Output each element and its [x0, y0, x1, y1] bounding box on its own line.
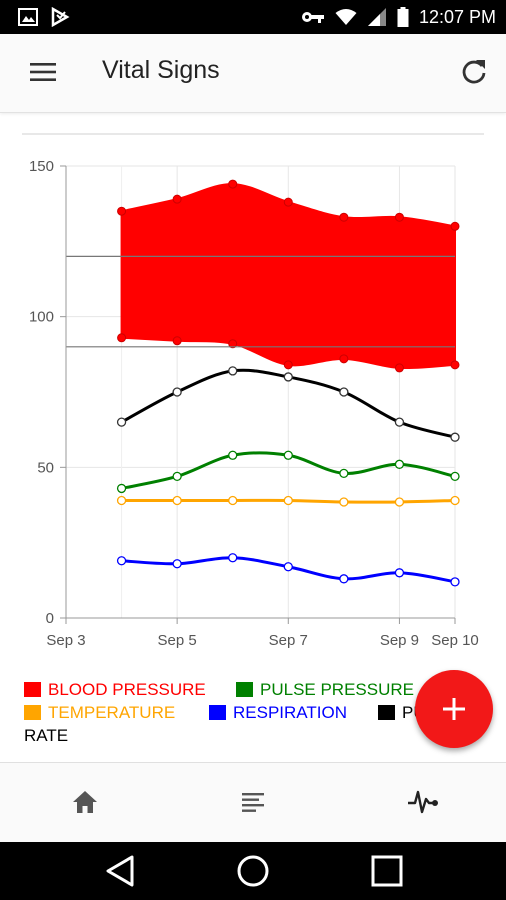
system-navigation [0, 842, 506, 900]
temperature-point [172, 495, 182, 506]
legend-label: PULSE PRESSURE [260, 680, 414, 699]
legend-row: RATE [24, 724, 504, 747]
pulse-pressure-point [450, 471, 460, 482]
legend-label: TEMPERATURE [48, 703, 176, 722]
plus-icon [443, 698, 465, 720]
respiration-point [394, 568, 405, 578]
status-time: 12:07 PM [418, 6, 496, 27]
temperature-point [339, 497, 349, 507]
refresh-icon[interactable] [460, 58, 488, 86]
bp-low-point [339, 354, 349, 364]
legend-swatch [378, 705, 395, 720]
bp-high-point [450, 221, 460, 231]
pulse-rate-point [339, 387, 349, 397]
pulse-pressure-point [283, 450, 293, 460]
pulse-pressure-point [339, 468, 349, 479]
legend-item-blood-pressure: BLOOD PRESSURE [24, 678, 206, 701]
y-tick-label: 0 [46, 610, 54, 627]
pulse-pressure-point [228, 450, 238, 460]
chart-axes: 0 50 100 150 Sep 3 Sep 5 Sep 7 Sep 9 Sep 10 [29, 158, 479, 649]
legend-item-pulse-pressure: PULSE PRESSURE [236, 678, 414, 701]
legend-swatch [24, 705, 41, 720]
bp-high-point [117, 206, 127, 216]
legend-label: RATE [24, 726, 69, 745]
legend-item-respiration: RESPIRATION [209, 701, 347, 724]
bp-high-point [394, 212, 404, 222]
legend-label: RESPIRATION [233, 703, 347, 722]
x-tick-label: Sep 9 [380, 632, 419, 649]
bp-low-point [283, 360, 293, 370]
temperature-point [116, 495, 127, 506]
page-title: Vital Signs [102, 56, 220, 84]
bp-low-point [228, 339, 238, 349]
chart-line-layer [116, 366, 460, 587]
respiration-point [450, 577, 460, 587]
respiration-point [116, 556, 127, 566]
add-vital-button[interactable] [415, 670, 493, 748]
y-tick-label: 100 [29, 309, 54, 326]
list-icon[interactable] [240, 789, 266, 815]
battery-icon [397, 7, 409, 27]
bp-low-point [394, 363, 404, 373]
menu-icon[interactable] [30, 62, 58, 82]
vitals-icon[interactable] [407, 787, 439, 817]
temperature-point [450, 495, 460, 506]
x-tick-label: Sep 7 [269, 632, 308, 649]
bp-high-point [172, 194, 182, 204]
chart-area-layer [117, 179, 460, 373]
bp-high-point [228, 179, 238, 189]
status-bar: 12:07 PM [0, 0, 506, 34]
respiration-point [172, 559, 182, 569]
legend-row: BLOOD PRESSURE PULSE PRESSURE [24, 678, 504, 701]
vital-signs-chart: 0 50 100 150 Sep 3 Sep 5 Sep 7 Sep 9 Sep 10 [29, 158, 479, 649]
back-icon[interactable] [104, 854, 136, 888]
legend-swatch [236, 682, 253, 697]
home-circle-icon[interactable] [236, 854, 270, 888]
chart-reference-lines [66, 255, 455, 348]
bottom-navigation [0, 762, 506, 843]
pulse-pressure-point [172, 471, 182, 482]
legend-label: BLOOD PRESSURE [48, 680, 206, 699]
temperature-point [283, 495, 293, 506]
wifi-icon [335, 9, 357, 25]
legend-row: TEMPERATURE RESPIRATION PULSE [24, 701, 504, 724]
pulse-rate-point [283, 372, 293, 382]
pulse-rate-point [228, 366, 238, 376]
legend-item-pulse-rate-cont: RATE [24, 724, 68, 747]
chart-legend: BLOOD PRESSURE PULSE PRESSURE TEMPERATUR… [24, 678, 504, 747]
temperature-point [228, 495, 238, 506]
pulse-pressure-point [394, 459, 405, 469]
blood-pressure-area [120, 183, 456, 370]
y-tick-label: 150 [29, 158, 54, 175]
image-icon [18, 8, 38, 26]
key-icon [301, 12, 324, 23]
legend-swatch [24, 682, 41, 697]
respiration-point [283, 562, 293, 572]
bp-low-point [172, 336, 182, 346]
home-icon[interactable] [72, 789, 98, 815]
respiration-point [228, 553, 238, 563]
signal-icon [367, 8, 386, 26]
temperature-point [394, 497, 405, 507]
bp-low-point [117, 333, 127, 343]
content-divider [22, 133, 484, 135]
x-tick-label: Sep 5 [158, 632, 197, 649]
respiration-point [339, 574, 349, 584]
y-tick-label: 50 [37, 459, 54, 476]
bp-high-point [283, 197, 293, 207]
assistant-icon [51, 7, 70, 27]
legend-swatch [209, 705, 226, 720]
pulse-pressure-point [116, 483, 127, 494]
pulse-rate-point [394, 417, 405, 427]
x-tick-label: Sep 3 [46, 632, 85, 649]
pulse-rate-point [450, 432, 460, 442]
pulse-rate-point [172, 387, 182, 397]
legend-item-temperature: TEMPERATURE [24, 701, 175, 724]
bp-low-point [450, 360, 460, 370]
x-tick-label: Sep 10 [431, 632, 479, 649]
recents-icon[interactable] [370, 854, 404, 888]
app-bar: Vital Signs [0, 34, 506, 113]
pulse-rate-point [116, 417, 127, 427]
bp-high-point [339, 212, 349, 222]
